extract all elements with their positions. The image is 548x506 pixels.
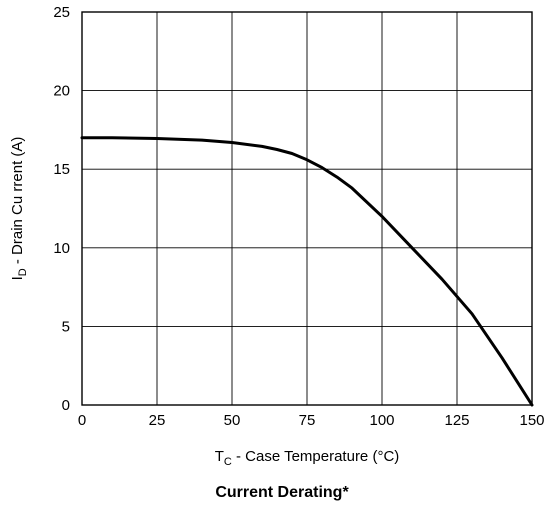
y-tick-label: 25 (53, 4, 70, 21)
x-tick-label: 0 (78, 412, 86, 429)
x-tick-labels: 0 25 50 75 100 125 150 (78, 412, 545, 429)
y-tick-label: 20 (53, 83, 70, 100)
y-tick-label: 0 (62, 397, 70, 414)
x-tick-label: 100 (369, 412, 394, 429)
x-tick-label: 125 (444, 412, 469, 429)
y-axis-label: ID - Drain Cu rrent (A) (9, 137, 29, 281)
plot-frame (81, 11, 533, 406)
y-tick-label: 10 (53, 240, 70, 257)
x-axis-label: TC - Case Temperature (°C) (215, 448, 400, 468)
chart-title: Current Derating* (215, 484, 349, 501)
x-tick-label: 75 (299, 412, 316, 429)
x-tick-label: 150 (519, 412, 544, 429)
series-line (80, 136, 534, 407)
grid-lines (81, 11, 533, 406)
y-tick-label: 5 (62, 318, 70, 335)
x-tick-label: 50 (224, 412, 241, 429)
y-tick-labels: 0 5 10 15 20 25 (53, 4, 70, 414)
y-tick-label: 15 (53, 161, 70, 178)
x-tick-label: 25 (149, 412, 166, 429)
